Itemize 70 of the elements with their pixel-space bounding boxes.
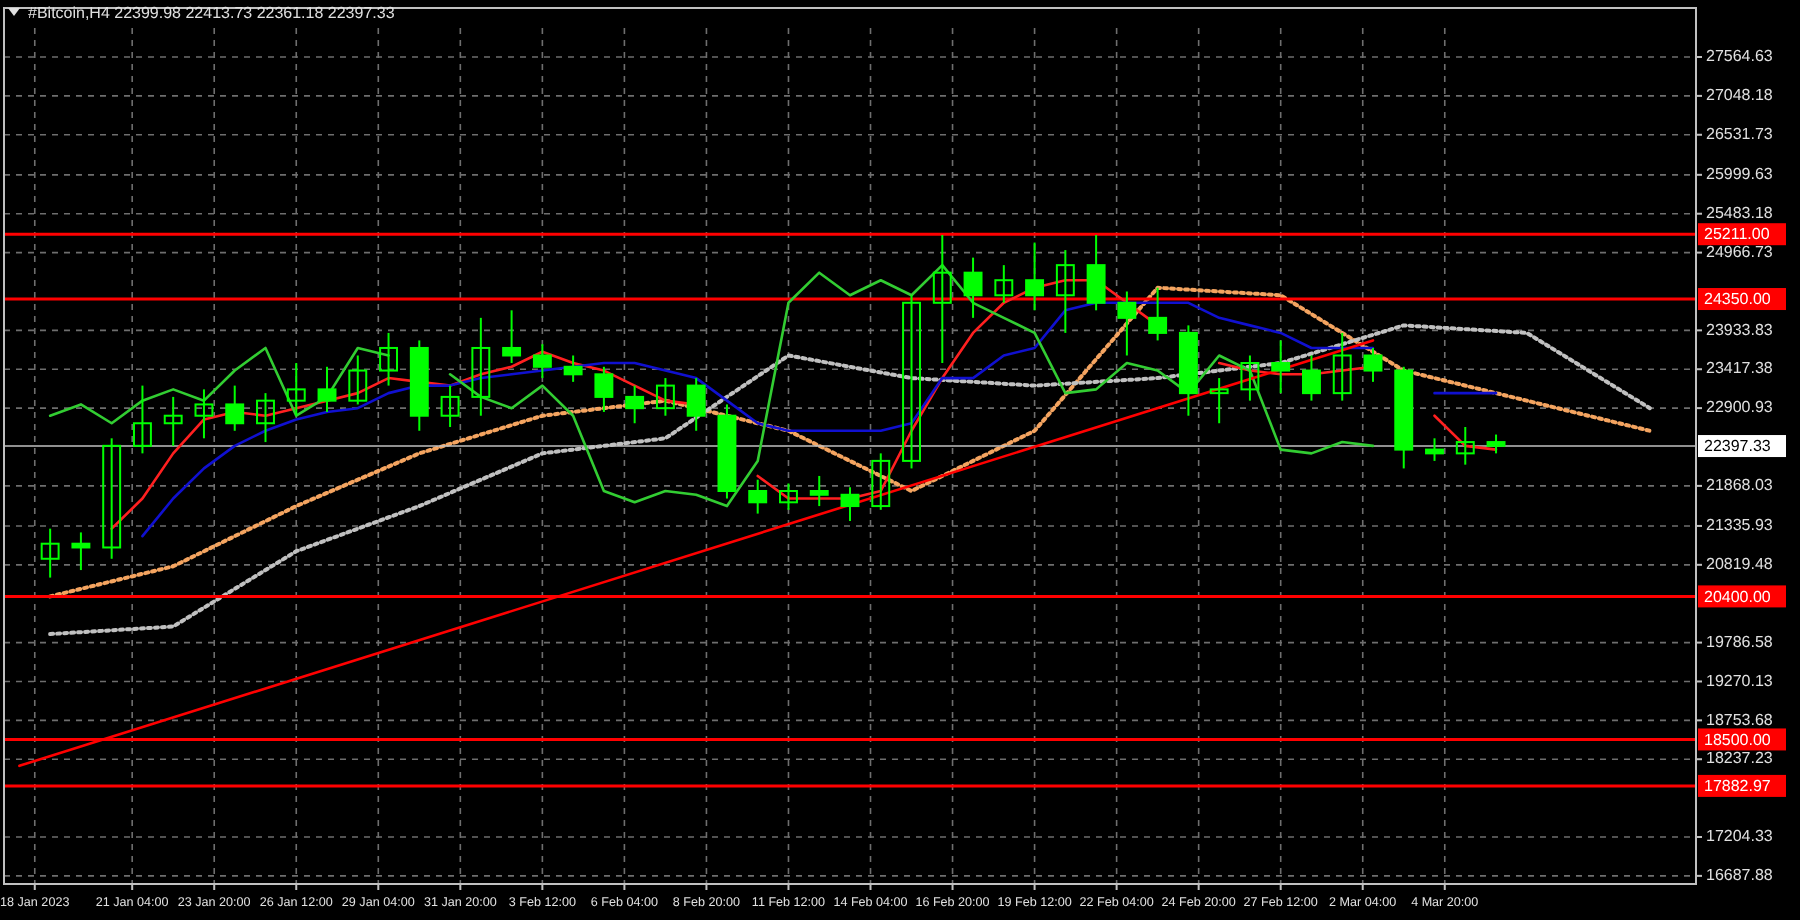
y-tick-label: 22900.93 bbox=[1706, 398, 1774, 417]
y-tick-label: 21335.93 bbox=[1706, 516, 1774, 535]
y-tick-label: 25999.63 bbox=[1706, 165, 1774, 184]
candlestick bbox=[902, 294, 921, 470]
y-tick-label: 21868.03 bbox=[1706, 476, 1774, 495]
candlestick bbox=[532, 343, 552, 380]
candlestick bbox=[1486, 433, 1506, 455]
candlestick bbox=[686, 377, 706, 432]
candlestick bbox=[1086, 234, 1106, 312]
y-tick-label: 23417.38 bbox=[1706, 359, 1774, 378]
candlestick bbox=[317, 365, 337, 413]
candlestick bbox=[502, 309, 522, 365]
candlestick bbox=[71, 531, 91, 572]
candlestick bbox=[348, 354, 368, 406]
candlestick bbox=[471, 316, 491, 417]
candlestick bbox=[1301, 354, 1321, 402]
candlestick bbox=[1117, 290, 1137, 357]
candlestick bbox=[1055, 249, 1075, 334]
candlestick bbox=[256, 392, 275, 444]
candlestick bbox=[1209, 377, 1229, 425]
ref-line-label: 17882.97 bbox=[1704, 777, 1772, 796]
y-tick-label: 16687.88 bbox=[1706, 866, 1774, 885]
candlestick bbox=[225, 384, 245, 432]
candlestick bbox=[779, 482, 798, 511]
candlestick bbox=[102, 437, 122, 560]
ref-line-label: 20400.00 bbox=[1704, 587, 1772, 606]
candlestick bbox=[286, 362, 306, 417]
candlestick bbox=[809, 474, 829, 508]
candlestick bbox=[594, 365, 614, 413]
y-tick-label: 19270.13 bbox=[1706, 671, 1774, 690]
candlestick bbox=[625, 384, 645, 425]
candlestick bbox=[440, 384, 460, 429]
candlestick bbox=[994, 264, 1014, 304]
candlestick bbox=[1148, 286, 1168, 342]
candlestick bbox=[1271, 339, 1291, 395]
candlestick bbox=[132, 384, 152, 455]
y-tick-label: 20819.48 bbox=[1706, 555, 1774, 574]
candlestick bbox=[1025, 241, 1045, 312]
y-tick-label: 25483.18 bbox=[1706, 203, 1774, 222]
candlestick bbox=[1363, 346, 1383, 383]
y-tick-label: 23933.83 bbox=[1706, 320, 1774, 339]
candlestick bbox=[194, 388, 214, 440]
y-tick-label: 24966.73 bbox=[1706, 242, 1774, 261]
y-tick-label: 27564.63 bbox=[1706, 47, 1774, 66]
y-tick-label: 18237.23 bbox=[1706, 749, 1774, 768]
candlestick bbox=[871, 452, 891, 511]
candlestick bbox=[1240, 354, 1260, 402]
candlestick bbox=[1455, 426, 1475, 466]
candlestick bbox=[748, 478, 768, 515]
candlestick bbox=[840, 486, 860, 523]
candlestick bbox=[163, 395, 183, 447]
candlestick bbox=[40, 527, 60, 579]
ref-line-label: 22397.33 bbox=[1704, 437, 1772, 456]
y-tick-label: 17204.33 bbox=[1706, 827, 1774, 846]
candlestick bbox=[1332, 331, 1352, 402]
y-tick-label: 27048.18 bbox=[1706, 86, 1774, 105]
ref-line-label: 25211.00 bbox=[1704, 225, 1771, 244]
ref-line-label: 18500.00 bbox=[1704, 730, 1772, 749]
chart-title: #Bitcoin,H4 22399.98 22413.73 22361.18 22397.33 bbox=[28, 4, 396, 22]
line-series bbox=[48, 285, 1652, 599]
candlestick bbox=[932, 234, 952, 365]
candlestick bbox=[655, 377, 675, 417]
y-tick-label: 18753.68 bbox=[1706, 710, 1774, 729]
candlestick bbox=[963, 256, 983, 319]
y-tick-label: 19786.58 bbox=[1706, 632, 1774, 651]
candlestick bbox=[1425, 437, 1444, 462]
candlestick bbox=[379, 331, 399, 387]
candlestick bbox=[563, 354, 583, 383]
ref-line-label: 24350.00 bbox=[1704, 290, 1772, 309]
y-tick-label: 26531.73 bbox=[1706, 124, 1774, 143]
